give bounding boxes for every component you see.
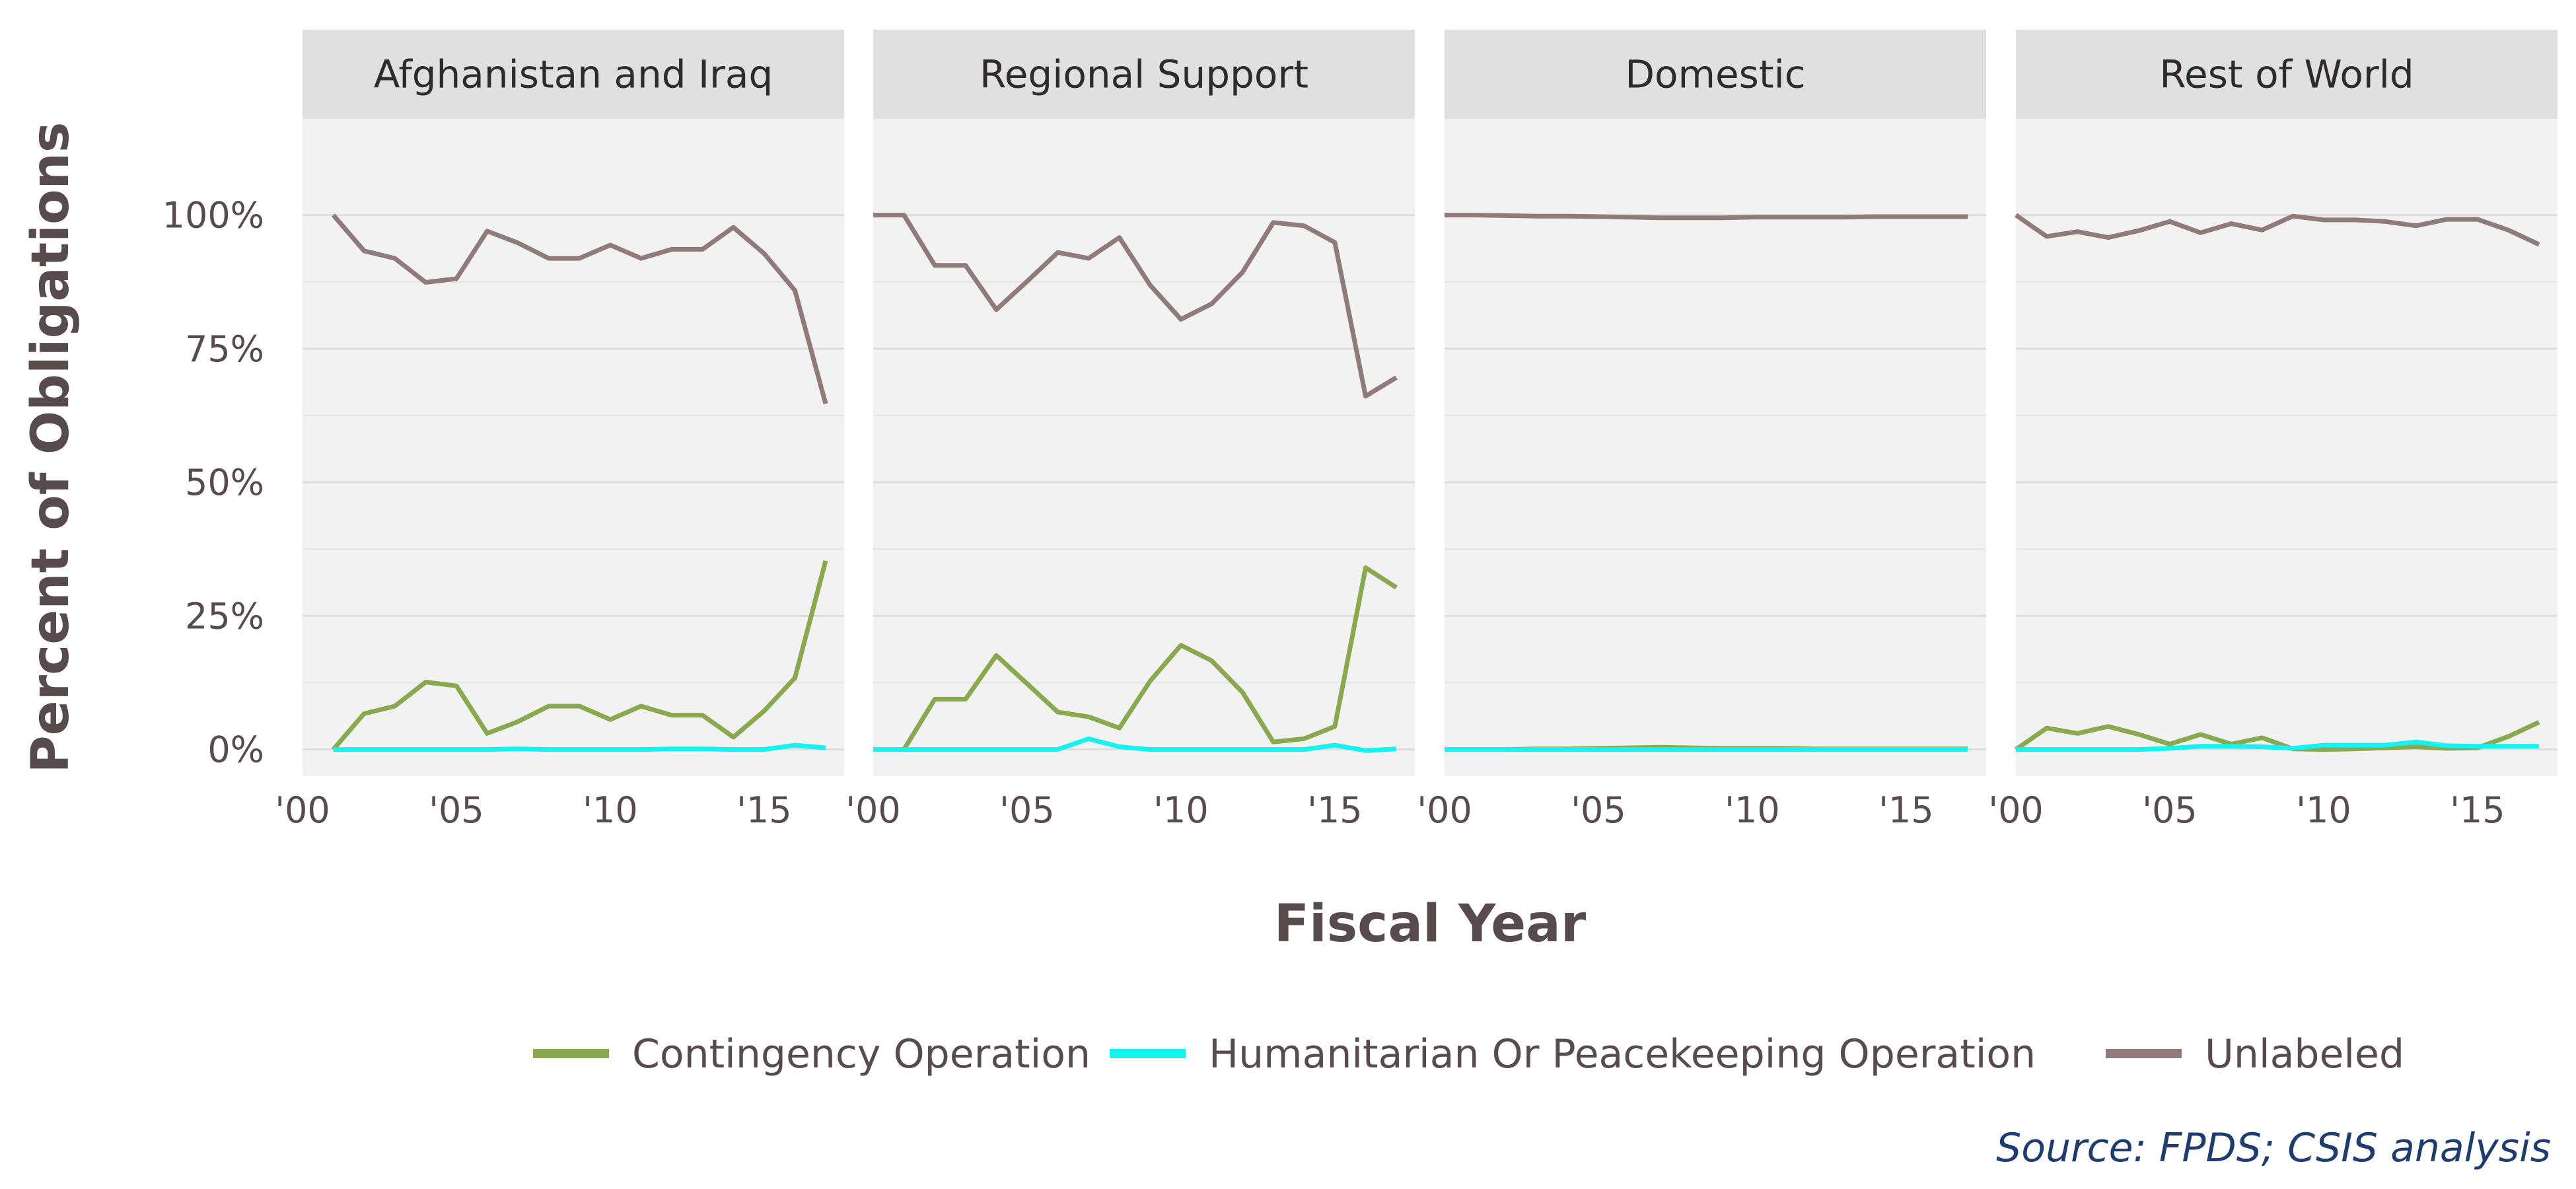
y-axis-title: Percent of Obligations (21, 122, 81, 774)
legend-label-humanitarian-or-peacekeeping-operation: Humanitarian Or Peacekeeping Operation (1209, 1031, 2036, 1077)
x-tick-label: '15 (1307, 789, 1363, 831)
y-tick-label: 75% (185, 328, 264, 370)
series-line-unlabeled (2015, 213, 2540, 247)
x-tick-label: '15 (1878, 789, 1934, 831)
y-tick-label: 0% (207, 729, 264, 771)
facet-title: Afghanistan and Iraq (374, 52, 773, 97)
facet-strip (1445, 30, 1986, 119)
legend: Contingency Operation Humanitarian Or Pea… (533, 1031, 2404, 1077)
x-tick-label: '00 (1417, 789, 1472, 831)
series-line-unlabeled (331, 213, 828, 405)
facet-panel-1: Regional Support '00 '05 '10 '15 (845, 30, 1415, 831)
y-tick-label: 50% (185, 462, 264, 503)
series-line-humanitarian-or-peacekeeping-operation (2016, 739, 2539, 752)
series-line-contingency-operation (2015, 720, 2540, 752)
panel-background (303, 119, 844, 776)
panel-background (873, 119, 1415, 776)
facet-panel-2: Domestic '00 '05 '10 '15 (1417, 30, 1986, 831)
legend-label-contingency-operation: Contingency Operation (632, 1031, 1091, 1077)
facet-panel-0: Afghanistan and Iraq '00 '05 '10 '15 (275, 30, 844, 831)
x-tick-label: '00 (1988, 789, 2044, 831)
facet-strip (303, 30, 844, 119)
facet-title: Rest of World (2159, 52, 2414, 97)
x-tick-label: '10 (1725, 789, 1780, 831)
x-tick-label: '10 (583, 789, 638, 831)
facet-strip (2016, 30, 2558, 119)
facet-title: Domestic (1625, 52, 1805, 97)
facet-strip (873, 30, 1415, 119)
x-tick-label: '10 (1153, 789, 1209, 831)
y-tick-label: 100% (162, 195, 264, 236)
source-caption: Source: FPDS; CSIS analysis (1996, 1125, 2551, 1171)
x-tick-label: '10 (2296, 789, 2351, 831)
series-line-humanitarian-or-peacekeeping-operation (333, 742, 826, 752)
panel-background (2016, 119, 2558, 776)
x-tick-label: '00 (845, 789, 901, 831)
x-tick-label: '00 (275, 789, 330, 831)
series-line-unlabeled (873, 213, 1398, 399)
legend-label-unlabeled: Unlabeled (2205, 1031, 2404, 1077)
series-line-humanitarian-or-peacekeeping-operation (873, 736, 1397, 753)
facet-title: Regional Support (980, 52, 1308, 97)
x-tick-label: '15 (2450, 789, 2505, 831)
x-tick-label: '05 (2142, 789, 2198, 831)
x-tick-label: '05 (1571, 789, 1626, 831)
facet-panel-3: Rest of World '00 '05 '10 '15 (1988, 30, 2558, 831)
panel-background (1445, 119, 1986, 776)
x-tick-label: '05 (429, 789, 484, 831)
series-line-contingency-operation (331, 560, 828, 751)
x-tick-label: '05 (999, 789, 1055, 831)
x-axis-title: Fiscal Year (1274, 894, 1587, 954)
series-line-unlabeled (1445, 213, 1968, 221)
x-tick-label: '15 (736, 789, 792, 831)
series-line-contingency-operation (873, 565, 1398, 752)
y-tick-label: 25% (185, 595, 264, 637)
